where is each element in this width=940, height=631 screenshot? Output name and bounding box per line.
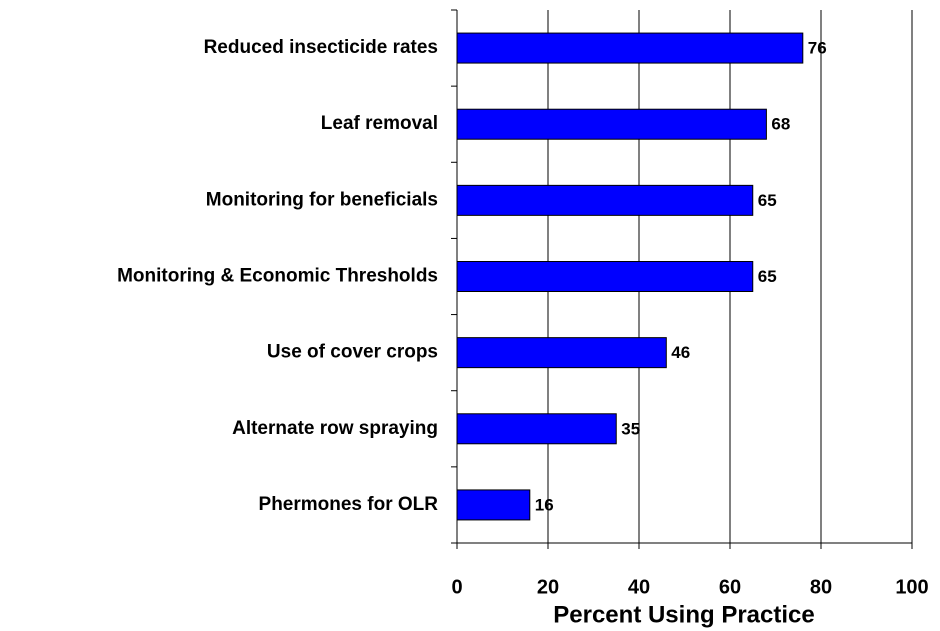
x-tick-label: 80 (810, 576, 832, 598)
x-tick-label: 0 (451, 576, 462, 598)
value-label: 46 (671, 343, 690, 362)
value-label: 65 (758, 267, 777, 286)
value-label: 35 (621, 419, 640, 438)
value-label: 76 (808, 39, 827, 58)
x-tick-label: 40 (628, 576, 650, 598)
value-label: 16 (535, 495, 554, 514)
bar (456, 261, 754, 292)
value-label: 68 (771, 115, 790, 134)
bar (456, 337, 667, 369)
y-tick-label: Monitoring & Economic Thresholds (117, 266, 438, 287)
bar (456, 489, 531, 521)
value-label: 65 (758, 191, 777, 210)
y-tick-label: Use of cover crops (267, 342, 438, 363)
bar (456, 184, 754, 216)
bar (456, 108, 767, 140)
x-axis-label: Percent Using Practice (553, 601, 814, 628)
x-tick-label: 100 (895, 576, 928, 598)
y-tick-label: Reduced insecticide rates (204, 37, 438, 58)
x-tick-label: 60 (719, 576, 741, 598)
x-tick-label: 20 (537, 576, 559, 598)
bar (456, 413, 617, 445)
bar (456, 32, 804, 64)
y-tick-label: Monitoring for beneficials (206, 189, 438, 210)
y-tick-label: Alternate row spraying (232, 418, 438, 439)
y-tick-label: Leaf removal (321, 113, 438, 134)
y-tick-label: Phermones for OLR (259, 494, 439, 515)
